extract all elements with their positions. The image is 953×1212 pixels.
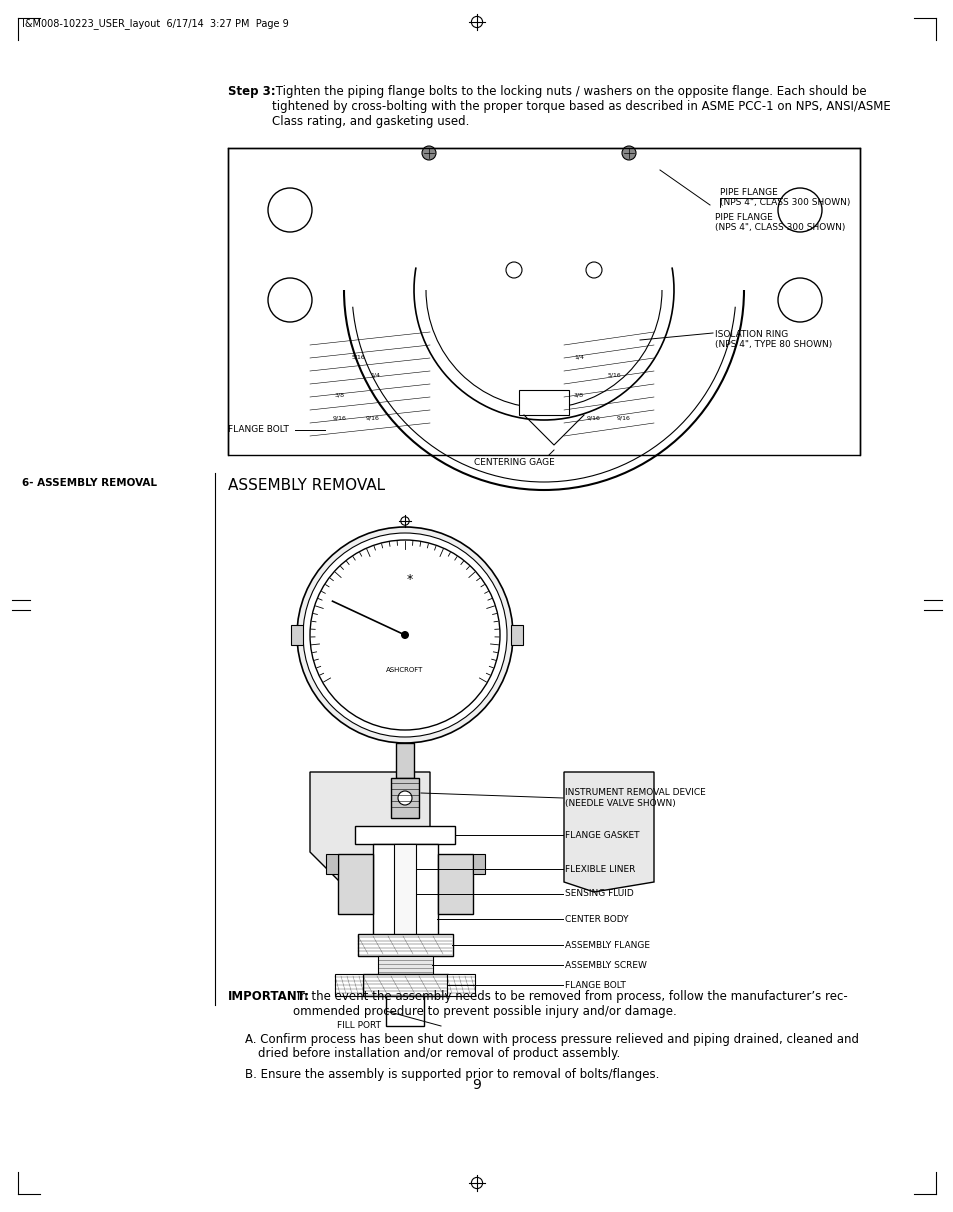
Text: FLANGE BOLT: FLANGE BOLT [564,981,625,989]
Text: INSTRUMENT REMOVAL DEVICE
(NEEDLE VALVE SHOWN): INSTRUMENT REMOVAL DEVICE (NEEDLE VALVE … [564,788,705,807]
Text: CENTERING GAGE: CENTERING GAGE [473,458,554,467]
Bar [377,956,433,974]
Bar [355,827,455,844]
Bar [363,974,448,996]
Bar [326,854,337,874]
Text: 5/16: 5/16 [606,372,620,377]
Text: ASSEMBLY REMOVAL: ASSEMBLY REMOVAL [228,478,385,493]
Text: SENSING FLUID: SENSING FLUID [564,890,633,898]
Text: FLEXIBLE LINER: FLEXIBLE LINER [564,864,635,874]
Circle shape [621,145,636,160]
Text: 3/8: 3/8 [574,393,583,398]
Text: 5/16: 5/16 [351,354,364,360]
Text: 1/4: 1/4 [574,354,583,360]
Text: 9/16: 9/16 [586,416,600,421]
Bar [394,844,416,954]
Circle shape [268,188,312,231]
Text: 9/16: 9/16 [617,416,630,421]
Text: FILL PORT: FILL PORT [336,1022,380,1030]
Text: Step 3:: Step 3: [228,85,275,98]
Bar [447,974,475,996]
Bar [386,996,423,1027]
Text: ASSEMBLY SCREW: ASSEMBLY SCREW [564,960,646,970]
Circle shape [505,262,521,278]
Text: 6- ASSEMBLY REMOVAL: 6- ASSEMBLY REMOVAL [22,478,157,488]
Bar [511,625,522,645]
Circle shape [778,278,821,322]
Text: FLANGE BOLT: FLANGE BOLT [228,425,289,434]
Text: PIPE FLANGE
(NPS 4", CLASS 300 SHOWN): PIPE FLANGE (NPS 4", CLASS 300 SHOWN) [720,188,849,207]
Bar [228,148,859,454]
Text: PIPE FLANGE
(NPS 4", CLASS 300 SHOWN): PIPE FLANGE (NPS 4", CLASS 300 SHOWN) [714,213,844,233]
Circle shape [296,527,513,743]
Bar [395,743,414,778]
Bar [291,625,303,645]
Circle shape [400,631,409,639]
Circle shape [585,262,601,278]
Bar [373,844,437,954]
Text: 9/16: 9/16 [366,416,379,421]
Circle shape [310,541,499,730]
Text: In the event the assembly needs to be removed from process, follow the manufactu: In the event the assembly needs to be re… [293,990,847,1018]
Text: dried before installation and/or removal of product assembly.: dried before installation and/or removal… [257,1047,619,1060]
Text: 9: 9 [472,1077,481,1092]
Circle shape [778,188,821,231]
Text: 3/8: 3/8 [335,393,345,398]
Text: CENTER BODY: CENTER BODY [564,915,628,924]
Text: I&M008-10223_USER_layout  6/17/14  3:27 PM  Page 9: I&M008-10223_USER_layout 6/17/14 3:27 PM… [22,18,289,29]
Circle shape [303,533,506,737]
Bar [335,974,363,996]
Text: 1/4: 1/4 [370,372,379,377]
Circle shape [421,145,436,160]
Text: IMPORTANT:: IMPORTANT: [228,990,310,1004]
Bar [337,854,373,914]
Text: B. Ensure the assembly is supported prior to removal of bolts/flanges.: B. Ensure the assembly is supported prio… [245,1068,659,1081]
Text: ISOLATION RING
(NPS 4", TYPE 80 SHOWN): ISOLATION RING (NPS 4", TYPE 80 SHOWN) [714,330,831,349]
Text: ASSEMBLY FLANGE: ASSEMBLY FLANGE [564,941,649,949]
Bar [518,390,568,415]
Bar [391,778,418,818]
Text: FLANGE GASKET: FLANGE GASKET [564,830,639,840]
Circle shape [397,791,412,805]
Text: *: * [406,573,413,587]
Text: 9/16: 9/16 [333,416,347,421]
Bar [357,934,453,956]
Polygon shape [563,772,654,892]
Text: ASHCROFT: ASHCROFT [386,667,423,673]
Polygon shape [310,772,430,892]
Bar [437,854,473,914]
Text: A. Confirm process has been shut down with process pressure relieved and piping : A. Confirm process has been shut down wi… [245,1033,858,1046]
Bar [473,854,484,874]
Text: Tighten the piping flange bolts to the locking nuts / washers on the opposite fl: Tighten the piping flange bolts to the l… [272,85,890,128]
Circle shape [268,278,312,322]
